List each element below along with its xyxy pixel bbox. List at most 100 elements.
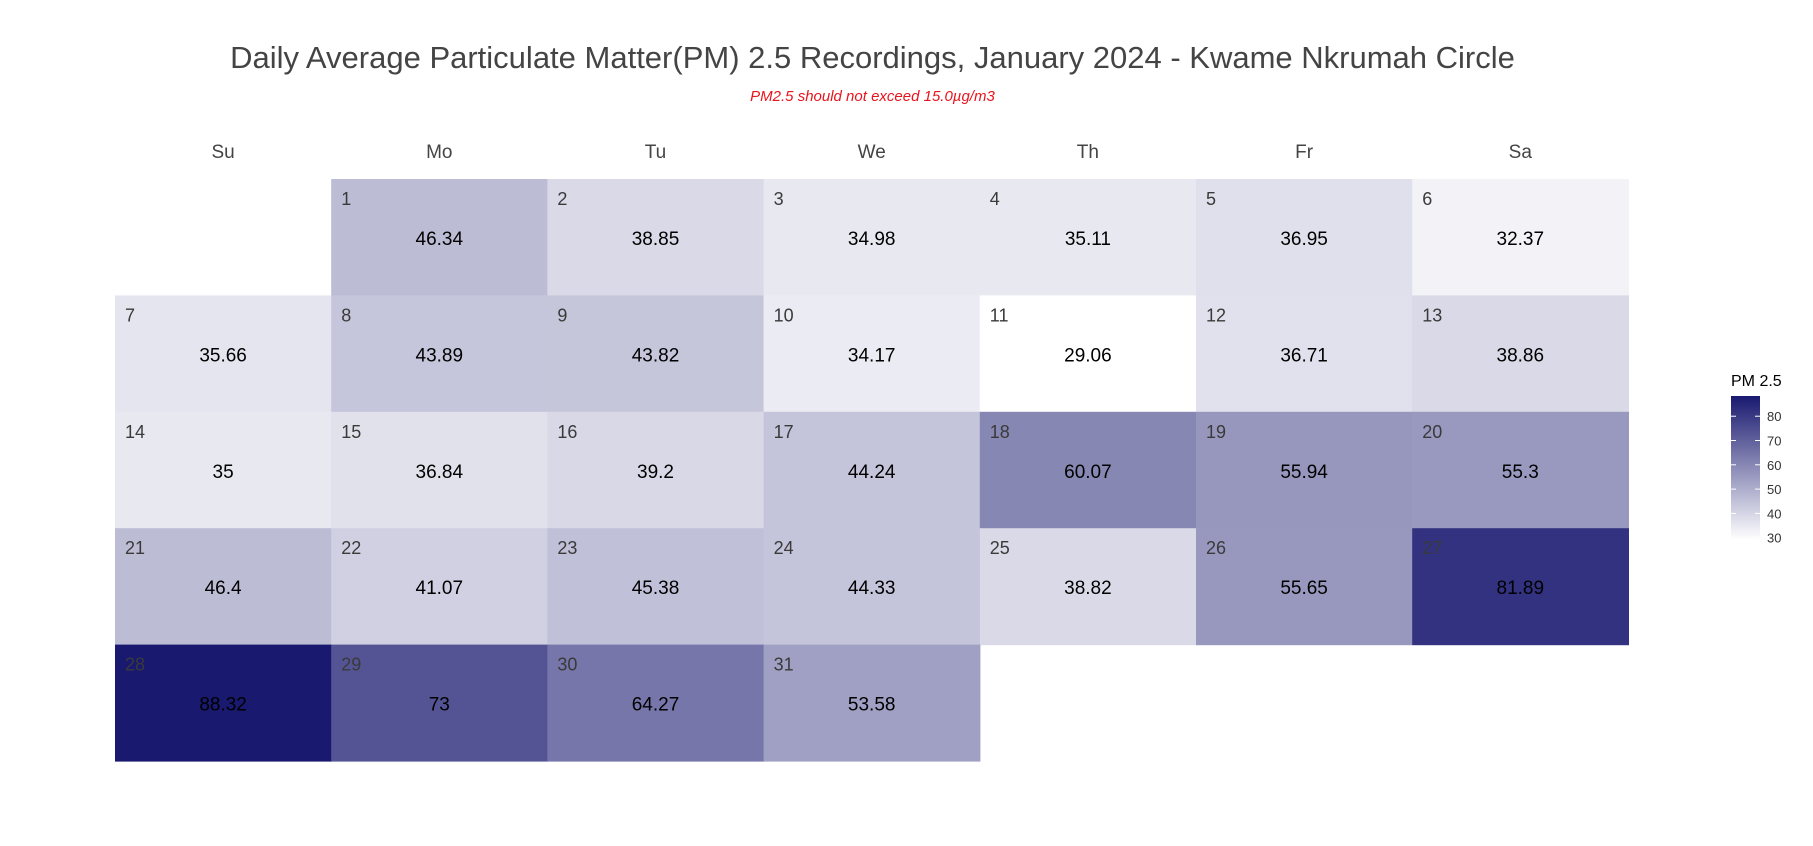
- day-cell: [331, 411, 548, 529]
- day-value-label: 45.38: [632, 578, 680, 599]
- day-cell: [979, 179, 1197, 296]
- day-number-label: 19: [1206, 422, 1226, 442]
- day-value-label: 35: [213, 462, 234, 483]
- day-number-label: 27: [1422, 538, 1442, 558]
- day-cell: [115, 644, 332, 762]
- day-cell: [1196, 411, 1413, 529]
- day-cell: [1412, 179, 1629, 296]
- day-number-label: 5: [1206, 189, 1216, 209]
- day-cell: [331, 179, 548, 296]
- day-value-label: 38.85: [632, 229, 680, 250]
- legend-colorbar: [1731, 396, 1760, 540]
- colorbar-legend: PM 2.5 30 40 50 60 70 80: [1731, 373, 1782, 546]
- day-value-label: 88.32: [199, 695, 247, 716]
- day-number-label: 21: [125, 538, 145, 558]
- day-number-label: 22: [341, 538, 361, 558]
- day-value-label: 34.17: [848, 345, 896, 366]
- day-number-label: 17: [774, 422, 794, 442]
- day-number-label: 24: [774, 538, 794, 558]
- day-number-label: 4: [990, 189, 1000, 209]
- legend-tick-label: 70: [1767, 434, 1781, 449]
- day-number-label: 3: [774, 189, 784, 209]
- day-cell: [1412, 528, 1629, 646]
- day-value-label: 53.58: [848, 695, 896, 716]
- weekday-header: Tu: [645, 142, 666, 163]
- day-number-label: 30: [557, 655, 577, 675]
- day-value-label: 73: [429, 695, 450, 716]
- day-cell: [547, 295, 765, 413]
- day-cell: [979, 528, 1197, 646]
- weekday-header: Sa: [1509, 142, 1533, 163]
- legend-tick-label: 50: [1767, 482, 1781, 497]
- day-cells: 1 46.34 2 38.85 3 34.98 4 35.11 5 36.95 6 32.37 7 35.…: [115, 179, 1629, 762]
- day-value-label: 36.95: [1280, 229, 1328, 250]
- day-number-label: 9: [557, 305, 567, 325]
- day-value-label: 55.3: [1502, 462, 1539, 483]
- day-number-label: 1: [341, 189, 351, 209]
- day-cell: [763, 411, 981, 529]
- weekday-header: We: [858, 142, 886, 163]
- day-value-label: 44.24: [848, 462, 896, 483]
- day-cell: [763, 528, 981, 646]
- day-value-label: 36.84: [416, 462, 464, 483]
- day-cell: [115, 295, 332, 413]
- day-number-label: 11: [990, 305, 1009, 325]
- day-cell: [1412, 295, 1629, 413]
- day-cell: [331, 295, 548, 413]
- day-value-label: 46.4: [205, 578, 242, 599]
- day-cell: [1196, 179, 1413, 296]
- day-value-label: 39.2: [637, 462, 674, 483]
- day-value-label: 38.82: [1064, 578, 1112, 599]
- legend-title: PM 2.5: [1731, 373, 1782, 390]
- day-value-label: 81.89: [1497, 578, 1545, 599]
- day-cell: [547, 179, 765, 296]
- day-number-label: 12: [1206, 305, 1226, 325]
- day-value-label: 64.27: [632, 695, 680, 716]
- day-cell: [331, 644, 548, 762]
- day-value-label: 60.07: [1064, 462, 1112, 483]
- day-value-label: 44.33: [848, 578, 896, 599]
- day-value-label: 41.07: [416, 578, 464, 599]
- legend-tick-label: 30: [1767, 531, 1781, 546]
- day-cell: [547, 411, 765, 529]
- day-number-label: 25: [990, 538, 1010, 558]
- day-cell: [1412, 411, 1629, 529]
- weekday-headers: Su Mo Tu We Th Fr Sa: [211, 142, 1532, 163]
- day-cell: [331, 528, 548, 646]
- day-value-label: 43.89: [416, 345, 464, 366]
- day-cell: [979, 411, 1197, 529]
- chart-subtitle: PM2.5 should not exceed 15.0µg/m3: [750, 88, 995, 105]
- day-value-label: 36.71: [1280, 345, 1328, 366]
- day-number-label: 7: [125, 305, 135, 325]
- day-value-label: 35.66: [199, 345, 247, 366]
- day-cell: [763, 295, 981, 413]
- day-number-label: 16: [557, 422, 577, 442]
- day-value-label: 29.06: [1064, 345, 1112, 366]
- legend-tick-label: 80: [1767, 409, 1781, 424]
- day-number-label: 29: [341, 655, 361, 675]
- day-number-label: 18: [990, 422, 1010, 442]
- chart-title: Daily Average Particulate Matter(PM) 2.5…: [230, 40, 1515, 75]
- day-number-label: 28: [125, 655, 145, 675]
- day-number-label: 6: [1422, 189, 1432, 209]
- day-number-label: 15: [341, 422, 361, 442]
- day-number-label: 14: [125, 422, 145, 442]
- day-cell: [547, 528, 765, 646]
- day-cell: [979, 295, 1197, 413]
- day-cell: [1196, 528, 1413, 646]
- day-value-label: 43.82: [632, 345, 680, 366]
- legend-tick-label: 60: [1767, 458, 1781, 473]
- day-value-label: 55.94: [1280, 462, 1328, 483]
- legend-tick-label: 40: [1767, 506, 1781, 521]
- day-cell: [763, 179, 981, 296]
- day-number-label: 13: [1422, 305, 1442, 325]
- day-value-label: 55.65: [1280, 578, 1328, 599]
- day-cell: [1196, 295, 1413, 413]
- day-cell: [547, 644, 765, 762]
- day-number-label: 26: [1206, 538, 1226, 558]
- day-number-label: 8: [341, 305, 351, 325]
- day-number-label: 23: [557, 538, 577, 558]
- weekday-header: Fr: [1295, 142, 1314, 163]
- day-number-label: 10: [774, 305, 794, 325]
